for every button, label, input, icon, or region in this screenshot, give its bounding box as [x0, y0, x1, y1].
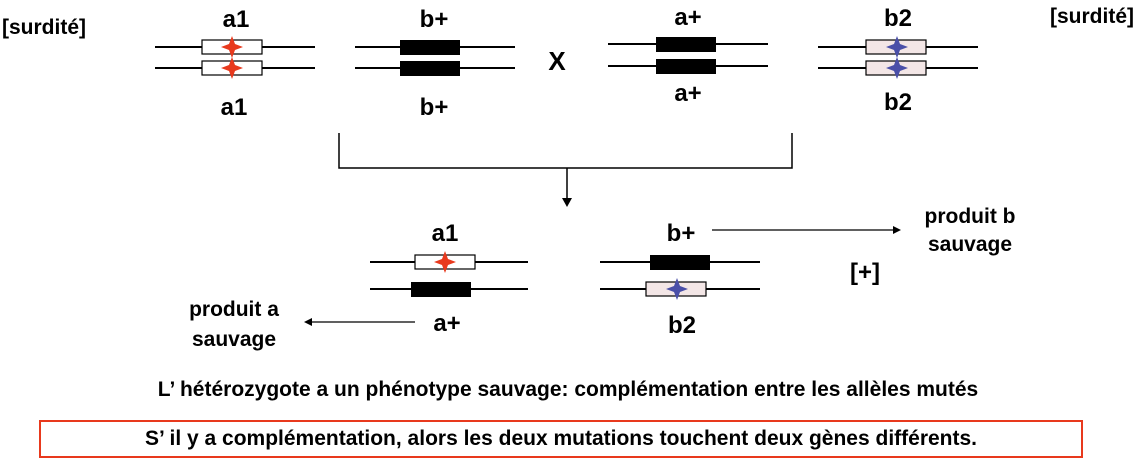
- arrow-down-icon: [562, 198, 572, 207]
- parent1-gene-b: [355, 40, 515, 76]
- label-f1-a-bottom: a+: [433, 310, 460, 337]
- label-p1-a-bottom: a1: [221, 94, 248, 121]
- label-p2-b-top: b2: [884, 5, 912, 32]
- mutation-star-a1-bottom: [221, 57, 243, 79]
- arrow-right-icon: [893, 226, 901, 234]
- boxed-statement: S’ il y a complémentation, alors les deu…: [39, 420, 1083, 458]
- parent2-gene-b: [818, 36, 978, 79]
- label-f1-a-top: a1: [432, 220, 459, 247]
- product-b-line2: sauvage: [928, 233, 1012, 256]
- label-p1-b-top: b+: [420, 6, 449, 33]
- arrow-product-b: [712, 226, 901, 234]
- cross-bracket: [338, 133, 793, 207]
- label-f1-b-bottom: b2: [668, 312, 696, 339]
- cross-symbol: X: [548, 46, 566, 76]
- label-p2-a-top: a+: [674, 4, 701, 31]
- f1-gene-a: [370, 251, 528, 297]
- mutation-star-b2-top: [886, 36, 908, 58]
- label-p2-a-bottom: a+: [674, 80, 701, 107]
- parent2-gene-a: [608, 37, 768, 74]
- f1-gene-b: [600, 255, 760, 300]
- mutation-star-f1-b2: [666, 278, 688, 300]
- mutation-star-a1-top: [221, 36, 243, 58]
- arrow-left-icon: [304, 318, 312, 326]
- product-a-line2: sauvage: [192, 328, 276, 351]
- arrow-product-a: [304, 318, 415, 326]
- label-p2-b-bottom: b2: [884, 89, 912, 116]
- parent1-gene-a: [155, 36, 315, 79]
- conclusion-text: L’ hétérozygote a un phénotype sauvage: …: [157, 378, 979, 401]
- product-a-line1: produit a: [189, 298, 279, 321]
- f1-phenotype: [+]: [850, 259, 880, 286]
- phenotype-right: [surdité]: [1050, 5, 1134, 28]
- product-b-line1: produit b: [925, 205, 1016, 228]
- label-p1-a-top: a1: [223, 6, 250, 33]
- label-f1-b-top: b+: [667, 220, 696, 247]
- label-p1-b-bottom: b+: [420, 94, 449, 121]
- mutation-star-f1-a1: [434, 251, 456, 273]
- phenotype-left: [surdité]: [2, 16, 86, 39]
- mutation-star-b2-bottom: [886, 57, 908, 79]
